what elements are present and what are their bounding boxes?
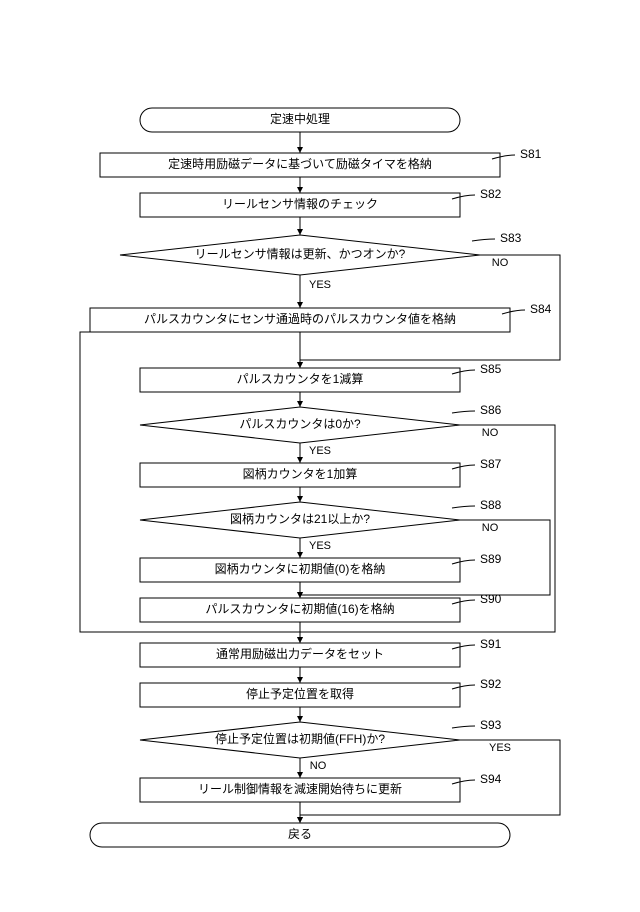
node-text-s87: 図柄カウンタを1加算 bbox=[243, 466, 358, 481]
node-start: 定速中処理 bbox=[140, 108, 460, 132]
node-s86: パルスカウンタは0か? S86 bbox=[140, 403, 502, 443]
node-s91: 通常用励磁出力データをセット S91 bbox=[140, 637, 502, 667]
node-s93: 停止予定位置は初期値(FFH)か? S93 bbox=[140, 718, 502, 758]
edge-label: NO bbox=[310, 760, 327, 772]
node-s82: リールセンサ情報のチェック S82 bbox=[140, 187, 502, 217]
step-label-s89: S89 bbox=[480, 552, 502, 566]
step-label-s94: S94 bbox=[480, 772, 502, 786]
node-s94: リール制御情報を減速開始待ちに更新 S94 bbox=[140, 772, 502, 802]
step-label-s91: S91 bbox=[480, 637, 502, 651]
node-text-s82: リールセンサ情報のチェック bbox=[222, 197, 378, 211]
step-label-s93: S93 bbox=[480, 718, 502, 732]
edge-label: YES bbox=[489, 742, 511, 754]
edge-label: NO bbox=[482, 427, 499, 439]
node-s84: パルスカウンタにセンサ通過時のパルスカウンタ値を格納 S84 bbox=[90, 302, 552, 332]
step-label-s81: S81 bbox=[520, 147, 542, 161]
edge-label: YES bbox=[309, 540, 331, 552]
step-label-s85: S85 bbox=[480, 362, 502, 376]
step-label-s83: S83 bbox=[500, 231, 522, 245]
node-return: 戻る bbox=[90, 823, 510, 847]
node-text-start: 定速中処理 bbox=[270, 111, 330, 126]
node-text-s92: 停止予定位置を取得 bbox=[246, 686, 354, 701]
node-text-s89: 図柄カウンタに初期値(0)を格納 bbox=[215, 561, 386, 576]
node-s89: 図柄カウンタに初期値(0)を格納 S89 bbox=[140, 552, 502, 582]
node-text-s93: 停止予定位置は初期値(FFH)か? bbox=[215, 731, 385, 746]
node-s92: 停止予定位置を取得 S92 bbox=[140, 677, 502, 707]
node-text-s81: 定速時用励磁データに基づいて励磁タイマを格納 bbox=[168, 156, 432, 171]
node-s83: リールセンサ情報は更新、かつオンか? S83 bbox=[120, 231, 522, 275]
node-text-s88: 図柄カウンタは21以上か? bbox=[230, 512, 370, 526]
step-label-s88: S88 bbox=[480, 498, 502, 512]
node-text-s85: パルスカウンタを1減算 bbox=[237, 371, 364, 386]
node-s88: 図柄カウンタは21以上か? S88 bbox=[140, 498, 502, 538]
step-label-s86: S86 bbox=[480, 403, 502, 417]
step-label-s92: S92 bbox=[480, 677, 502, 691]
edge-label: NO bbox=[482, 522, 499, 534]
node-text-s86: パルスカウンタは0か? bbox=[239, 417, 361, 431]
node-s90: パルスカウンタに初期値(16)を格納 S90 bbox=[140, 592, 502, 622]
edge-label: NO bbox=[492, 257, 509, 269]
step-label-s90: S90 bbox=[480, 592, 502, 606]
node-text-s91: 通常用励磁出力データをセット bbox=[216, 646, 384, 661]
edge-label: YES bbox=[309, 279, 331, 291]
step-label-s84: S84 bbox=[530, 302, 552, 316]
node-s87: 図柄カウンタを1加算 S87 bbox=[140, 457, 502, 487]
edge-label: YES bbox=[309, 445, 331, 457]
node-s85: パルスカウンタを1減算 S85 bbox=[140, 362, 502, 392]
node-text-s83: リールセンサ情報は更新、かつオンか? bbox=[195, 246, 406, 261]
node-text-s90: パルスカウンタに初期値(16)を格納 bbox=[205, 601, 394, 616]
flowchart: YES YES YES NO NO NO NO YES 定速中処理定速時用励磁データに基づいて励… bbox=[0, 0, 640, 912]
node-text-s94: リール制御情報を減速開始待ちに更新 bbox=[198, 781, 402, 796]
node-text-return: 戻る bbox=[288, 827, 312, 841]
node-text-s84: パルスカウンタにセンサ通過時のパルスカウンタ値を格納 bbox=[144, 311, 456, 326]
step-label-s87: S87 bbox=[480, 457, 502, 471]
step-label-s82: S82 bbox=[480, 187, 502, 201]
node-s81: 定速時用励磁データに基づいて励磁タイマを格納 S81 bbox=[100, 147, 542, 177]
